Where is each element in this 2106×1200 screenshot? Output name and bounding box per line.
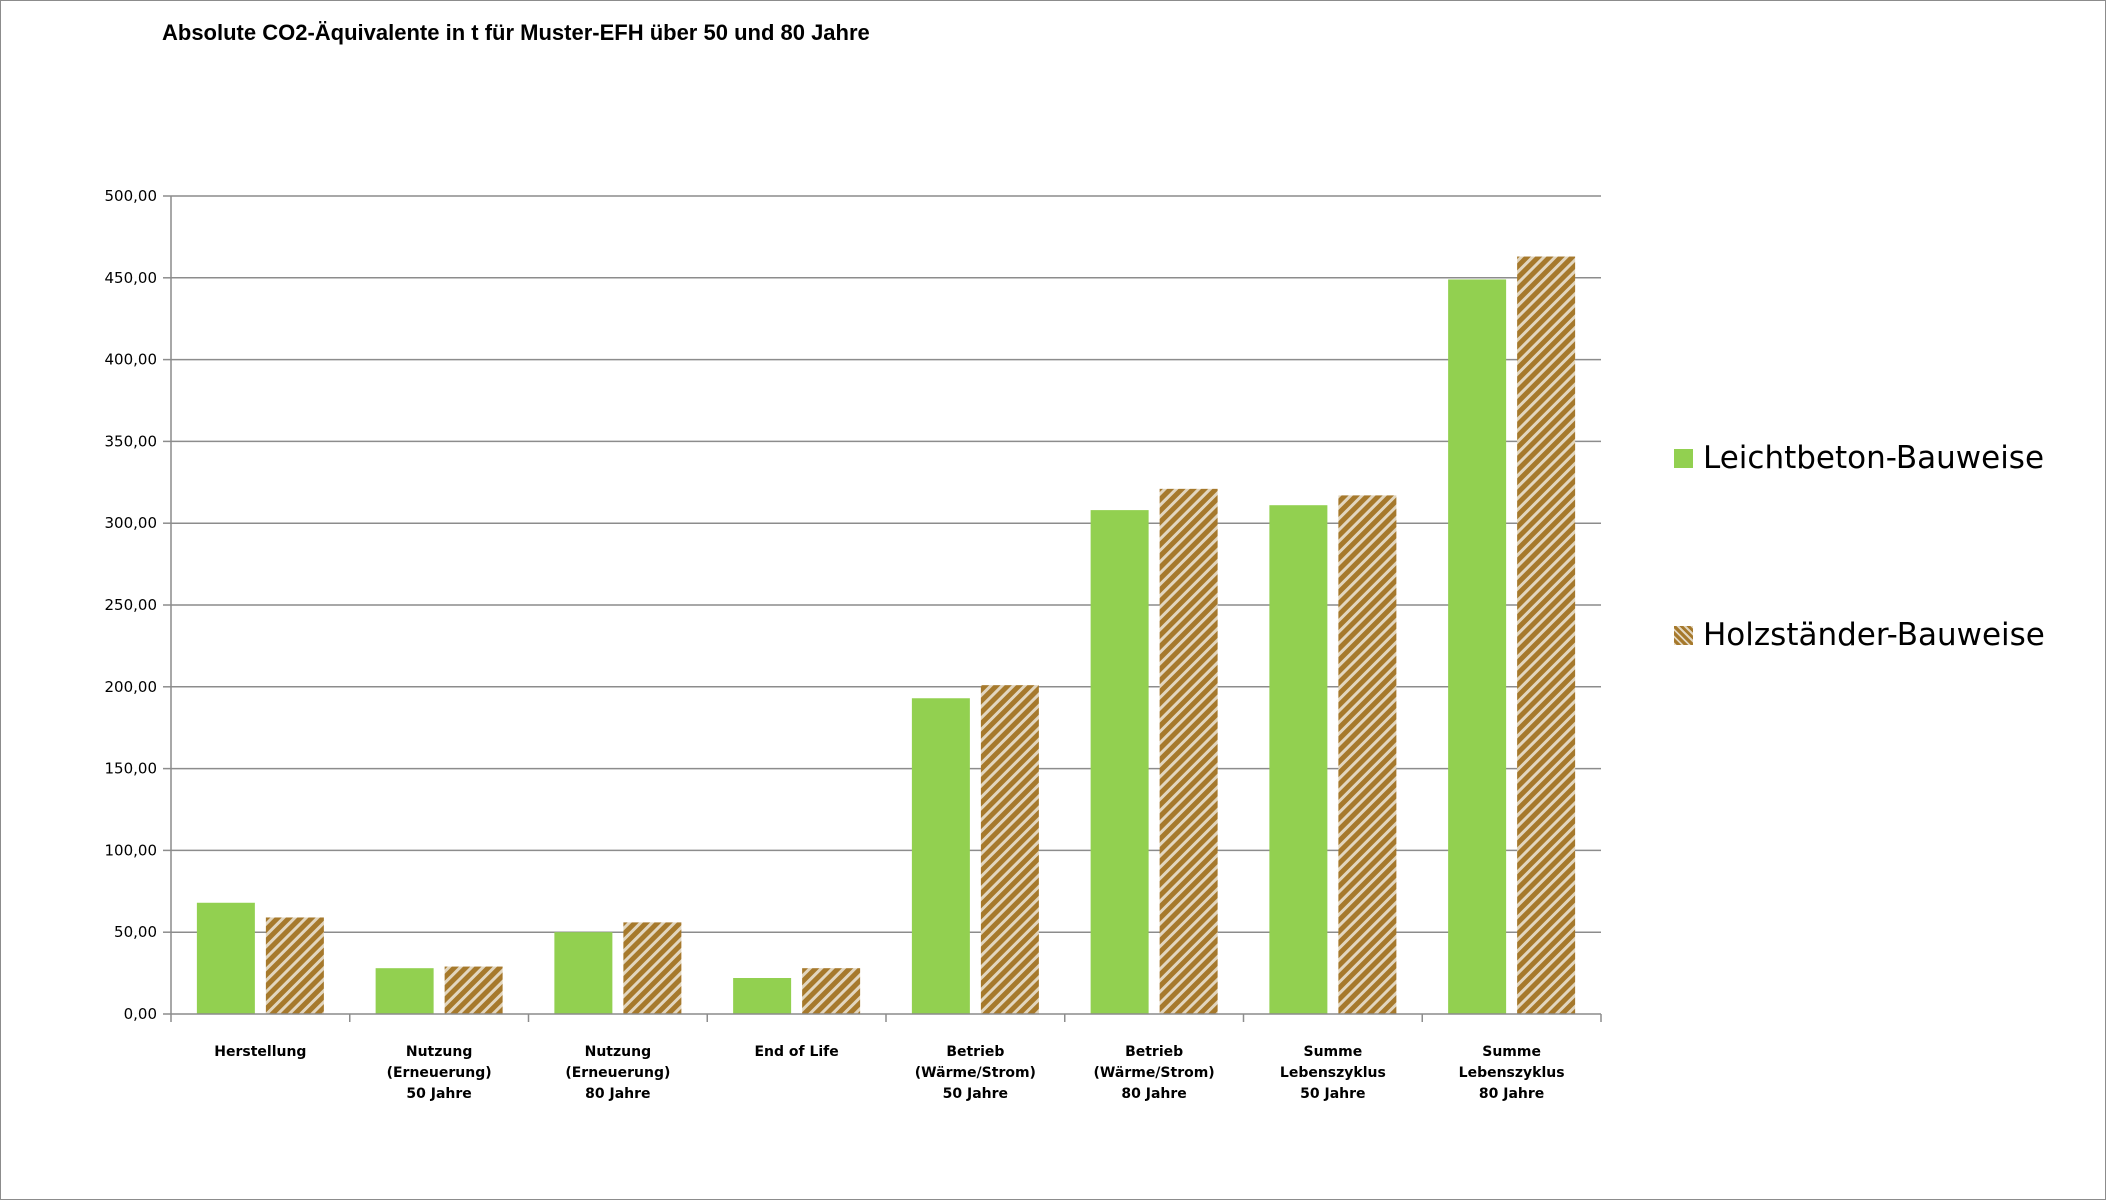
chart-title: Absolute CO2-Äquivalente in t für Muster… (162, 20, 870, 45)
x-category-label: (Erneuerung) (565, 1065, 670, 1081)
x-category-label: (Wärme/Strom) (1094, 1065, 1215, 1081)
legend-label-holzstaender: Holzständer-Bauweise (1703, 617, 2045, 653)
x-category-label: Nutzung (585, 1044, 651, 1060)
x-category-label: 50 Jahre (1300, 1086, 1365, 1102)
x-category-label: Betrieb (1125, 1044, 1183, 1060)
y-tick-label: 450,00 (105, 269, 158, 287)
y-tick-label: 100,00 (105, 841, 158, 859)
x-category-label: Lebenszyklus (1280, 1065, 1386, 1081)
legend-swatch-holzstaender (1674, 625, 1693, 645)
x-category-label: 80 Jahre (1121, 1086, 1186, 1102)
bar-leichtbeton (1269, 505, 1328, 1014)
bar-holzstaender (1517, 256, 1576, 1015)
bar-holzstaender (444, 966, 503, 1014)
y-tick-labels: 0,00 50,00 100,00 150,00 200,00 250,00 300,00 3… (105, 187, 158, 1023)
x-category-label: 50 Jahre (943, 1086, 1008, 1102)
x-category-label: Herstellung (214, 1044, 306, 1060)
y-tick-label: 50,00 (114, 923, 157, 941)
bar-leichtbeton (375, 968, 434, 1014)
bar-leichtbeton (911, 698, 970, 1014)
bar-holzstaender (802, 968, 861, 1014)
bar-leichtbeton (733, 978, 792, 1014)
y-tick-label: 500,00 (105, 187, 158, 205)
legend-item-holzstaender: Holzständer-Bauweise (1674, 617, 2045, 653)
bar-holzstaender (265, 917, 324, 1014)
axes (163, 195, 1602, 1022)
y-tick-label: 150,00 (105, 760, 158, 778)
x-category-label: 80 Jahre (1479, 1086, 1544, 1102)
y-tick-label: 250,00 (105, 596, 158, 614)
bar-holzstaender (623, 922, 682, 1014)
x-category-label: Nutzung (406, 1044, 472, 1060)
y-tick-label: 350,00 (105, 432, 158, 450)
legend-swatch-leichtbeton (1674, 448, 1693, 468)
y-tick-label: 0,00 (124, 1005, 157, 1023)
x-category-label: 50 Jahre (406, 1086, 471, 1102)
y-tick-label: 200,00 (105, 678, 158, 696)
bar-holzstaender (980, 685, 1039, 1014)
legend-label-leichtbeton: Leichtbeton-Bauweise (1703, 440, 2045, 476)
y-tick-label: 300,00 (105, 514, 158, 532)
x-category-label: Summe (1304, 1044, 1363, 1060)
x-category-label: End of Life (754, 1044, 838, 1060)
x-category-label: (Erneuerung) (387, 1065, 492, 1081)
bars (196, 256, 1576, 1015)
bar-leichtbeton (1090, 510, 1149, 1014)
legend-item-leichtbeton: Leichtbeton-Bauweise (1674, 440, 2044, 476)
x-category-labels: Herstellung Nutzung (Erneuerung) 50 Jahre Nu… (214, 1044, 1564, 1102)
x-category-label: (Wärme/Strom) (915, 1065, 1036, 1081)
bar-leichtbeton (196, 902, 255, 1014)
bar-holzstaender (1338, 495, 1397, 1014)
x-category-label: Lebenszyklus (1459, 1065, 1565, 1081)
x-category-label: Summe (1482, 1044, 1541, 1060)
x-category-label: Betrieb (946, 1044, 1004, 1060)
y-tick-label: 400,00 (105, 351, 158, 369)
bar-leichtbeton (1448, 279, 1507, 1014)
bar-holzstaender (1159, 488, 1218, 1014)
x-category-label: 80 Jahre (585, 1086, 650, 1102)
bar-leichtbeton (554, 932, 613, 1014)
